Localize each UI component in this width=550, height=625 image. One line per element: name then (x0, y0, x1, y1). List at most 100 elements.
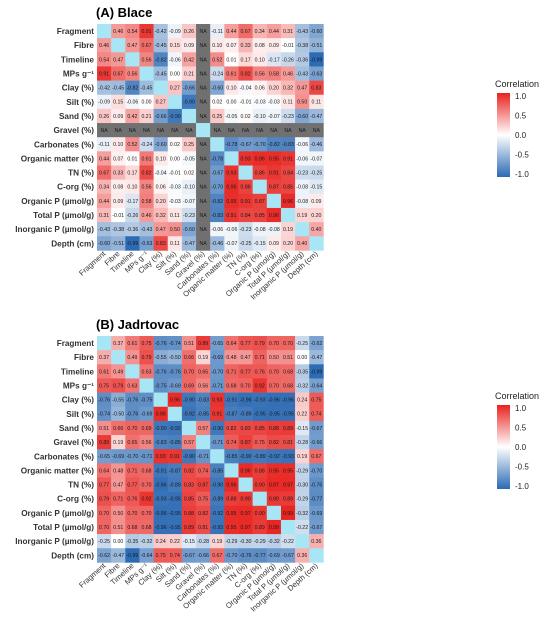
panel-a-cell-label-12-1: 0.09 (113, 199, 123, 205)
panel-b-cell-label-0-12: 0.70 (269, 341, 279, 347)
panel-b-cell-label-11-15: -0.77 (310, 497, 322, 503)
panel-b-cell-label-14-15: 0.36 (311, 539, 321, 545)
panel-b-cell-label-4-10: -0.96 (240, 398, 252, 404)
panel-a-cell-4-7 (196, 80, 211, 96)
panel-b-cell-4-1 (111, 392, 126, 408)
panel-a-cell-label-2-7: NA (200, 57, 208, 63)
panel-b-cell-label-1-5: -0.50 (169, 355, 181, 361)
panel-a-cell-label-1-12: 0.09 (269, 43, 279, 49)
panel-a-cell-12-3 (139, 193, 154, 209)
panel-a-cell-0-1 (111, 24, 126, 39)
panel-b-cell-label-10-1: 0.47 (113, 482, 123, 488)
panel-b-cell-label-8-12: -0.92 (268, 454, 280, 460)
panel-a-cell-7-4 (153, 123, 169, 138)
panel-b-cell-label-8-7: -0.71 (197, 454, 209, 460)
panel-b-cell-10-5 (167, 477, 183, 492)
panel-a-cell-label-11-14: -0.08 (296, 185, 308, 191)
panel-a-cell-label-8-1: 0.10 (113, 142, 123, 148)
panel-a-cell-0-3 (139, 24, 154, 39)
panel-b-cell-8-3 (139, 449, 154, 464)
panel-a-cell-1-0 (97, 38, 112, 53)
panel-a-cell-15-0 (97, 236, 112, 251)
panel-b-cell-8-5 (167, 449, 183, 464)
panel-a-cell-label-1-5: 0.15 (170, 43, 180, 49)
panel-b-cell-15-14 (295, 548, 310, 563)
panel-b-row-label-organic-matter: Organic matter (%) (21, 466, 95, 475)
panel-b-cell-label-12-14: -0.32 (296, 511, 308, 517)
panel-a-cell-11-4 (153, 179, 169, 195)
panel-a-row-label-depth-cm: Depth (cm) (51, 239, 94, 248)
panel-a-cell-10-4 (153, 165, 169, 180)
panel-b-cell-label-10-13: 0.97 (283, 482, 293, 488)
correlation-legend-b: Correlation 1.0 0.5 0.0 -0.5 -1.0 (495, 391, 539, 491)
panel-a-cell-label-6-10: 0.02 (241, 114, 251, 120)
panel-b-cell-label-13-5: -0.95 (169, 525, 181, 531)
panel-b-cell-15-5 (167, 548, 183, 563)
panel-b-cell-6-3 (139, 420, 154, 436)
panel-a-cell-6-0 (97, 108, 112, 124)
panel-a-cell-label-7-14: NA (299, 128, 307, 134)
panel-a-cell-9-10 (238, 151, 253, 166)
panel-a-cell-label-0-2: 0.54 (127, 29, 137, 35)
panel-a-cell-9-9 (224, 151, 239, 166)
panel-b-cell-12-12 (266, 505, 282, 521)
panel-b-cell-label-3-2: 0.63 (127, 383, 137, 389)
panel-a-cell-label-14-15: 0.40 (311, 227, 321, 233)
panel-b-cell-label-10-12: 0.97 (269, 482, 279, 488)
panel-b-cell-13-2 (125, 519, 140, 535)
panel-a-cell-label-10-1: 0.33 (113, 170, 123, 176)
panel-b-cell-14-1 (111, 534, 126, 549)
panel-b-cell-label-2-14: -0.35 (296, 369, 308, 375)
panel-a-cell-15-11 (252, 236, 268, 251)
panel-b-cell-1-12 (266, 350, 282, 365)
panel-b-cell-label-15-1: -0.47 (112, 553, 124, 559)
panel-a-cell-label-8-14: -0.06 (296, 142, 308, 148)
panel-a-cell-1-3 (139, 38, 154, 53)
panel-a-cell-4-15 (309, 80, 324, 96)
panel-b-cell-10-6 (181, 477, 197, 492)
panel-a-cell-label-13-6: -0.23 (183, 213, 195, 219)
panel-b-cell-12-0 (97, 505, 112, 521)
panel-b-cell-label-2-5: -0.76 (169, 369, 181, 375)
panel-a-cell-13-1 (111, 207, 126, 223)
panel-b-cell-11-15 (309, 491, 324, 507)
panel-b-cell-12-14 (295, 505, 310, 521)
panel-a-cell-label-13-14: 0.19 (297, 213, 307, 219)
panel-b-cell-label-7-8: -0.71 (211, 440, 223, 446)
panel-b-cell-label-11-6: 0.85 (184, 497, 194, 503)
panel-a-cell-label-10-8: -0.67 (211, 170, 223, 176)
panel-a-cell-10-0 (97, 165, 112, 180)
panel-b-cell-label-9-1: 0.48 (113, 468, 123, 474)
panel-b-cell-label-2-8: -0.70 (211, 369, 223, 375)
panel-b-cell-4-5 (167, 392, 183, 408)
panel-a-cell-label-8-7: NA (200, 142, 208, 148)
panel-b-cell-label-12-4: -0.96 (155, 511, 167, 517)
panel-b-cell-14-14 (295, 534, 310, 549)
panel-a-cell-label-2-6: 0.42 (184, 57, 194, 63)
panel-a-cell-label-2-13: -0.26 (282, 57, 294, 63)
panel-a-row-label-fragment: Fragment (57, 27, 95, 36)
panel-b-cell-label-2-10: 0.77 (241, 369, 251, 375)
panel-a-cell-label-2-4: -0.82 (155, 57, 167, 63)
panel-a-cell-label-15-2: -0.99 (126, 241, 138, 247)
panel-a-cell-15-15 (309, 236, 324, 251)
panel-b-cell-label-6-5: -0.92 (169, 426, 181, 432)
panel-b-cell-label-13-2: 0.68 (127, 525, 137, 531)
panel-a-cell-label-1-0: 0.46 (99, 43, 109, 49)
panel-b-cell-label-1-8: -0.69 (211, 355, 223, 361)
panel-a-cell-label-10-11: 0.86 (255, 170, 265, 176)
panel-a-cell-4-3 (139, 80, 154, 96)
panel-a-cell-label-6-13: -0.23 (282, 114, 294, 120)
panel-b-cell-14-6 (181, 534, 197, 549)
panel-b-cell-label-13-7: 0.81 (198, 525, 208, 531)
panel-b-cell-14-2 (125, 534, 140, 549)
panel-b-cell-1-8 (210, 350, 225, 365)
panel-b-cell-label-9-8: -0.85 (211, 468, 223, 474)
panel-a-cell-label-14-3: -0.43 (141, 227, 153, 233)
panel-a-cell-2-10 (238, 52, 253, 67)
panel-b-cell-label-7-10: 0.87 (241, 440, 251, 446)
panel-a-cell-3-10 (238, 66, 253, 81)
panel-a-cell-8-8 (210, 137, 225, 152)
panel-b-cell-label-3-7: 0.56 (198, 383, 208, 389)
panel-b-cell-label-12-5: -0.95 (169, 511, 181, 517)
